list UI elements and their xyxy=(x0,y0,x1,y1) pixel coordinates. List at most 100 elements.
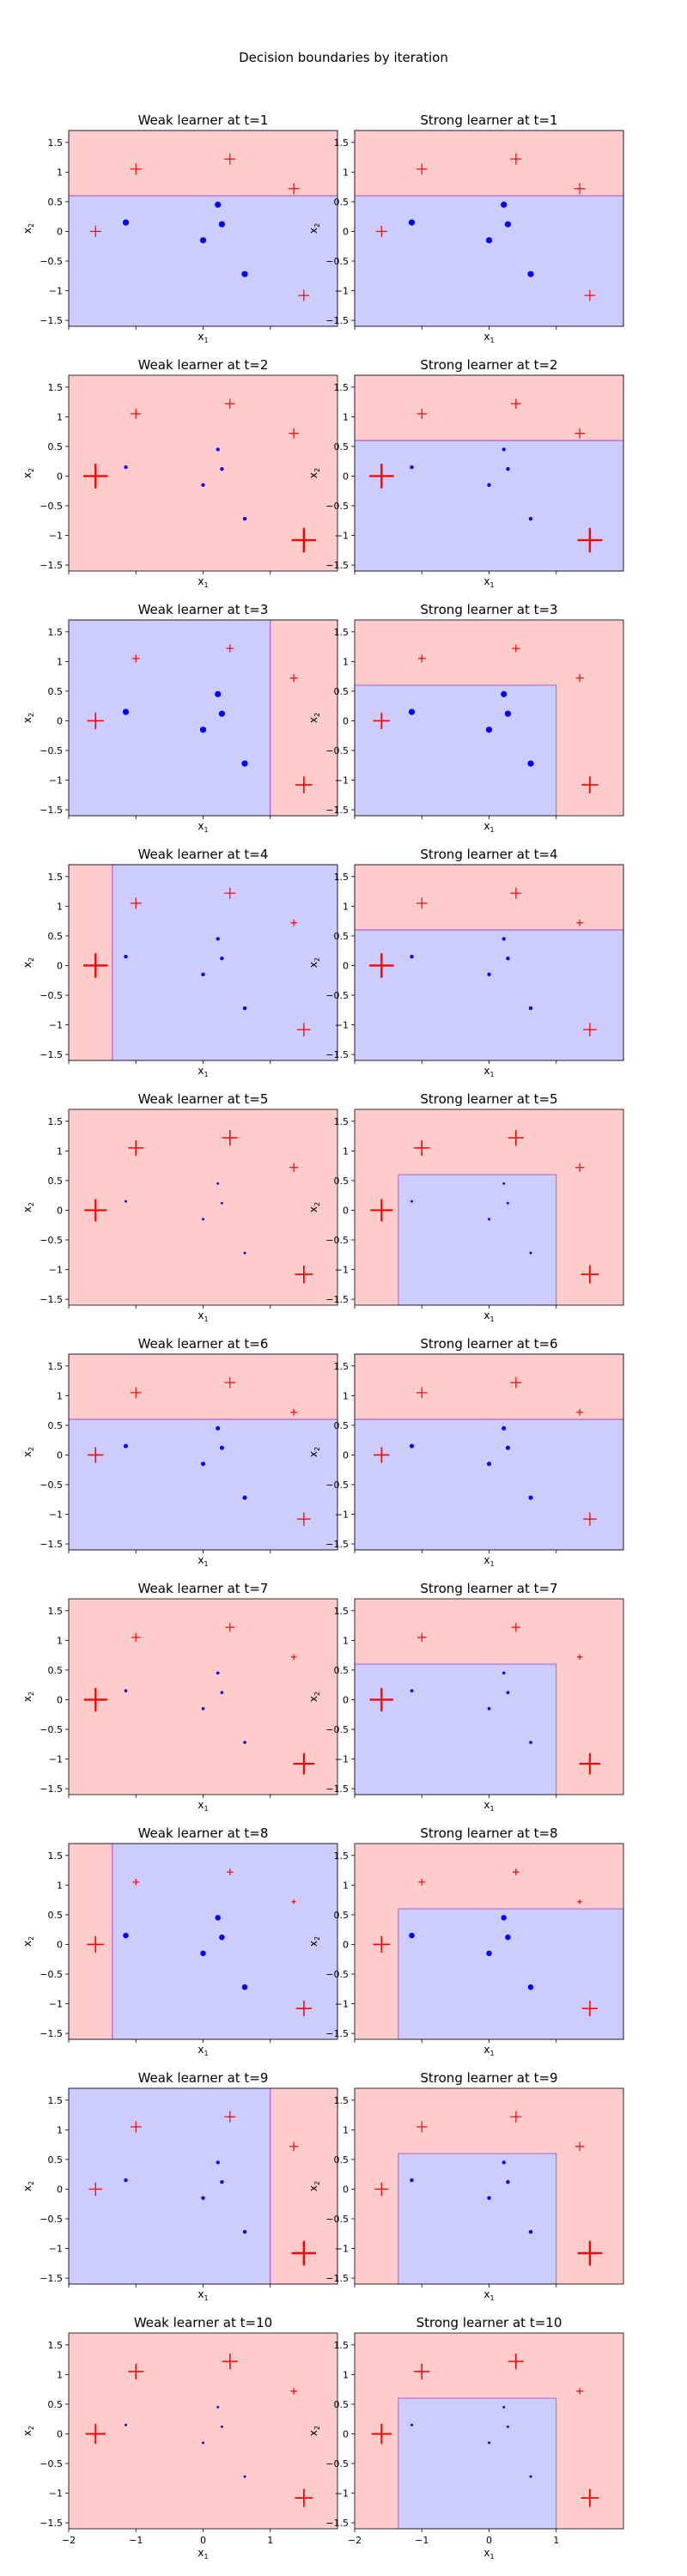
strong-learner-title: Strong learner at t=4 xyxy=(420,847,557,862)
y-tick-label: 0 xyxy=(343,715,349,726)
y-tick-label: 1.5 xyxy=(48,137,64,149)
positive-region xyxy=(355,1354,623,1419)
y-tick-label: −0.5 xyxy=(325,2214,349,2225)
negative-point xyxy=(123,1932,129,1939)
positive-region xyxy=(69,1844,112,2039)
y-axis-label: x2 xyxy=(21,713,35,723)
y-tick-label: 0 xyxy=(57,715,63,726)
weak-learner-title: Weak learner at t=5 xyxy=(138,1091,269,1107)
y-tick-label: 0.5 xyxy=(334,2154,350,2166)
weak-learner-panel: −1.5 −1 −0.5 0 0.5 1 1.5 x1 x2 Weak learner at t=… xyxy=(21,847,338,1078)
y-tick-label: −1.5 xyxy=(325,2273,349,2284)
negative-point xyxy=(505,1445,510,1450)
y-tick-label: 1 xyxy=(343,656,349,667)
negative-point xyxy=(242,1495,247,1500)
y-tick-label: 1.5 xyxy=(48,382,64,393)
negative-point xyxy=(220,1691,224,1694)
y-tick-label: −1 xyxy=(335,1754,349,1765)
y-axis-label: x2 xyxy=(21,1692,35,1702)
y-tick-label: 0.5 xyxy=(48,686,64,697)
y-tick-label: 1 xyxy=(57,1635,63,1646)
weak-learner-title: Weak learner at t=2 xyxy=(138,357,269,373)
y-tick-label: −1.5 xyxy=(40,1783,63,1795)
weak-learner-title: Weak learner at t=9 xyxy=(138,2070,269,2086)
negative-point xyxy=(408,708,416,715)
y-tick-label: −1 xyxy=(335,1265,349,1276)
y-tick-label: −1.5 xyxy=(325,315,349,326)
y-tick-label: 1.5 xyxy=(334,2095,350,2106)
positive-region xyxy=(355,131,623,196)
negative-point xyxy=(220,467,224,471)
y-tick-label: −1.5 xyxy=(40,1539,63,1550)
strong-learner-title: Strong learner at t=9 xyxy=(420,2070,557,2086)
negative-point xyxy=(218,710,226,717)
y-tick-label: −1 xyxy=(335,2244,349,2255)
negative-point xyxy=(123,1443,129,1449)
negative-region xyxy=(69,196,337,326)
strong-learner-title: Strong learner at t=10 xyxy=(416,2315,562,2330)
y-tick-label: 1.5 xyxy=(48,1850,64,1862)
y-tick-label: 0 xyxy=(343,960,349,971)
y-tick-label: 0.5 xyxy=(48,1910,64,1921)
negative-region xyxy=(112,865,338,1060)
negative-point xyxy=(488,1218,490,1221)
negative-point xyxy=(220,957,224,961)
negative-point xyxy=(410,2178,414,2183)
y-tick-label: 0 xyxy=(343,1449,349,1461)
y-tick-label: 1 xyxy=(343,411,349,422)
negative-point xyxy=(201,483,205,487)
y-axis-label: x2 xyxy=(21,223,35,234)
negative-point xyxy=(220,2180,224,2184)
y-tick-label: 1 xyxy=(57,1880,63,1891)
y-tick-label: 1.5 xyxy=(334,627,350,638)
negative-point xyxy=(220,1201,223,1205)
positive-region xyxy=(69,375,337,571)
y-tick-label: 1.5 xyxy=(334,137,350,149)
x-axis-label: x1 xyxy=(483,1309,494,1323)
negative-point xyxy=(219,1934,225,1941)
strong-learner-title: Strong learner at t=8 xyxy=(420,1826,557,1841)
negative-point xyxy=(501,690,508,697)
negative-point xyxy=(199,726,207,733)
negative-point xyxy=(124,954,128,959)
negative-point xyxy=(125,2423,127,2427)
weak-learner-panel: −1.5 −1 −0.5 0 0.5 1 1.5 x1 x2 Weak learner at t=… xyxy=(21,1826,338,2057)
strong-learner-title: Strong learner at t=7 xyxy=(420,1581,557,1596)
positive-region xyxy=(69,2333,337,2529)
y-tick-label: −1.5 xyxy=(40,1049,63,1060)
negative-point xyxy=(216,1671,220,1675)
y-tick-label: −1.5 xyxy=(40,560,63,571)
y-tick-label: 1 xyxy=(343,2369,349,2380)
y-tick-label: −1 xyxy=(49,531,63,542)
y-tick-label: 1 xyxy=(57,901,63,912)
negative-point xyxy=(487,2196,491,2200)
y-tick-label: 0.5 xyxy=(48,2154,64,2166)
y-tick-label: 0.5 xyxy=(334,1910,350,1921)
y-tick-label: −0.5 xyxy=(40,1969,63,1980)
x-axis-label: x1 xyxy=(198,1065,208,1078)
negative-point xyxy=(200,1461,206,1467)
negative-point xyxy=(215,201,222,208)
x-axis-label: x1 xyxy=(198,2288,208,2302)
y-tick-label: 1.5 xyxy=(334,1850,350,1862)
negative-point xyxy=(528,1006,533,1011)
y-axis-label: x2 xyxy=(21,1936,35,1947)
x-tick-label: −2 xyxy=(62,2535,76,2546)
strong-learner-title: Strong learner at t=5 xyxy=(420,1091,557,1107)
positive-region xyxy=(69,1354,337,1419)
negative-region xyxy=(112,1844,338,2039)
weak-learner-title: Weak learner at t=8 xyxy=(138,1826,269,1841)
y-tick-label: −0.5 xyxy=(40,990,63,1001)
negative-point xyxy=(486,1950,492,1957)
y-tick-label: 0 xyxy=(57,226,63,237)
weak-learner-panel: −1.5 −1 −0.5 0 0.5 1 1.5 x1 x2 Weak learner at t=… xyxy=(21,1091,338,1323)
negative-point xyxy=(502,1182,506,1185)
y-tick-label: −1.5 xyxy=(325,1049,349,1060)
y-tick-label: −0.5 xyxy=(325,990,349,1001)
negative-point xyxy=(216,2405,220,2409)
x-tick-label: −1 xyxy=(129,2535,143,2546)
y-tick-label: 1.5 xyxy=(48,2095,64,2106)
negative-region xyxy=(355,1664,556,1795)
